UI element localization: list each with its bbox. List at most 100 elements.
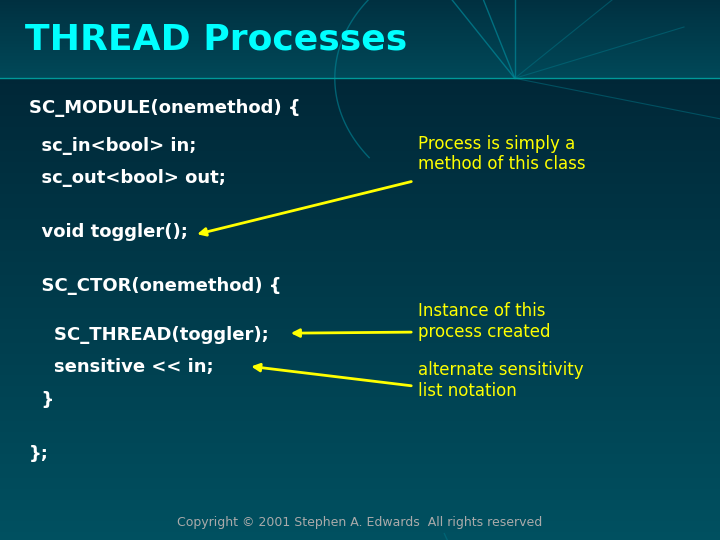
Bar [0, 14, 720, 16]
Bar [0, 57, 720, 59]
Bar [0, 375, 720, 378]
Bar [0, 192, 720, 194]
Bar [0, 284, 720, 286]
Bar [0, 38, 720, 39]
Bar [0, 340, 720, 343]
Bar [0, 5, 720, 8]
Bar [0, 202, 720, 205]
Bar [0, 12, 720, 14]
Bar [0, 481, 720, 483]
Bar [0, 151, 720, 154]
Bar [0, 122, 720, 124]
Bar [0, 410, 720, 413]
Bar [0, 497, 720, 500]
Bar [0, 521, 720, 524]
Bar [0, 278, 720, 281]
Bar [0, 94, 720, 97]
Bar [0, 332, 720, 335]
Bar [0, 402, 720, 405]
Bar [0, 16, 720, 17]
Bar [0, 49, 720, 51]
Bar [0, 475, 720, 478]
Text: SC_MODULE(onemethod) {: SC_MODULE(onemethod) { [29, 99, 300, 117]
Bar [0, 221, 720, 224]
Bar [0, 316, 720, 319]
Bar [0, 389, 720, 392]
Bar [0, 400, 720, 402]
Bar [0, 370, 720, 373]
Bar [0, 22, 720, 23]
Bar [0, 19, 720, 21]
Bar [0, 11, 720, 14]
Bar [0, 45, 720, 47]
Bar [0, 248, 720, 251]
Bar [0, 68, 720, 69]
Bar [0, 373, 720, 375]
Bar [0, 464, 720, 467]
Bar [0, 132, 720, 135]
Bar [0, 338, 720, 340]
Bar [0, 55, 720, 56]
Bar [0, 138, 720, 140]
Bar [0, 65, 720, 68]
Bar [0, 281, 720, 284]
Bar [0, 351, 720, 354]
Bar [0, 240, 720, 243]
Bar [0, 286, 720, 289]
Bar [0, 22, 720, 24]
Bar [0, 308, 720, 310]
Bar [0, 208, 720, 211]
Bar [0, 78, 720, 81]
Text: SC_CTOR(onemethod) {: SC_CTOR(onemethod) { [29, 277, 282, 295]
Bar [0, 68, 720, 70]
Bar [0, 140, 720, 143]
Bar [0, 23, 720, 25]
Bar [0, 289, 720, 292]
Bar [0, 300, 720, 302]
Bar [0, 462, 720, 464]
Bar [0, 211, 720, 213]
Bar [0, 16, 720, 19]
Bar [0, 478, 720, 481]
Text: void toggler();: void toggler(); [29, 223, 188, 241]
Bar [0, 162, 720, 165]
Bar [0, 489, 720, 491]
Bar [0, 73, 720, 75]
Bar [0, 486, 720, 489]
Bar [0, 30, 720, 31]
Bar [0, 19, 720, 22]
Bar [0, 92, 720, 94]
Text: Copyright © 2001 Stephen A. Edwards  All rights reserved: Copyright © 2001 Stephen A. Edwards All … [177, 516, 543, 529]
Bar [0, 378, 720, 381]
Text: Instance of this
process created: Instance of this process created [418, 302, 550, 341]
Bar [0, 14, 720, 16]
Bar [0, 224, 720, 227]
Bar [0, 227, 720, 229]
Bar [0, 392, 720, 394]
Bar [0, 246, 720, 248]
Bar [0, 6, 720, 8]
Bar [0, 197, 720, 200]
Bar [0, 518, 720, 521]
Bar [0, 62, 720, 65]
Bar [0, 3, 720, 5]
Bar [0, 119, 720, 122]
Bar [0, 472, 720, 475]
Text: sc_out<bool> out;: sc_out<bool> out; [29, 169, 225, 187]
Bar [0, 54, 720, 57]
Bar [0, 130, 720, 132]
Bar [0, 70, 720, 73]
Bar [0, 135, 720, 138]
Bar [0, 427, 720, 429]
Text: SC_THREAD(toggler);: SC_THREAD(toggler); [29, 326, 269, 344]
Bar [0, 238, 720, 240]
Bar [0, 8, 720, 9]
Bar [0, 33, 720, 35]
Bar [0, 446, 720, 448]
Bar [0, 165, 720, 167]
Bar [0, 124, 720, 127]
Text: sensitive << in;: sensitive << in; [29, 358, 213, 376]
Bar [0, 56, 720, 58]
Bar [0, 532, 720, 535]
Bar [0, 364, 720, 367]
